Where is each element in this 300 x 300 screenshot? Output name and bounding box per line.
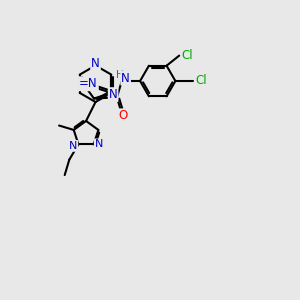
Text: Cl: Cl: [182, 49, 193, 62]
Text: =N: =N: [79, 77, 98, 90]
Text: N: N: [121, 72, 130, 85]
Text: Cl: Cl: [195, 74, 207, 87]
Text: N: N: [91, 57, 100, 70]
Text: N: N: [109, 88, 118, 101]
Text: O: O: [118, 109, 128, 122]
Text: N: N: [69, 141, 77, 151]
Text: N: N: [95, 140, 103, 149]
Text: H: H: [116, 70, 124, 80]
